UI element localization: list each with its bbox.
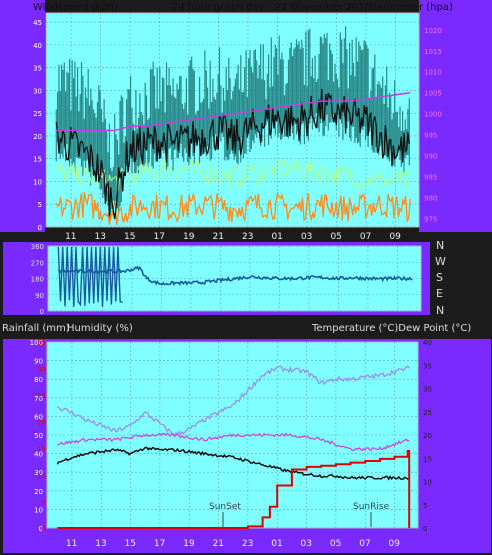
y-left-tick-label: 30 [33,87,42,95]
y-right-tick-label: 15 [423,455,432,463]
x-tick-label: 07 [359,539,370,549]
x-tick-label: 13 [95,232,106,242]
y-left-tick-label: 270 [31,259,44,267]
x-tick-label: 01 [271,232,282,242]
x-tick-label: 15 [124,232,135,242]
compass-labels: N W S E N [435,239,446,317]
x-tick-label: 09 [389,232,401,242]
y-right-tick-label: 1005 [424,90,442,98]
rainfall-tick-label: 20 [37,419,46,427]
y-left-tick-label: 35 [33,65,42,73]
graph-title: 24 hour graph day : 22 November 2018 [172,2,371,13]
x-tick-label: 07 [360,232,371,242]
y-left-tick-label: 80 [34,376,43,384]
y-left-tick-label: 180 [31,276,44,284]
y-right-tick-label: 35 [423,362,432,370]
sunrise-label: SunRise [353,502,390,512]
y-left-tick-label: 40 [33,42,42,50]
y-right-tick-label: 0 [423,525,427,533]
sunset-label: SunSet [209,502,241,512]
rainfall-tick-label: 0 [42,525,46,533]
y-left-tick-label: 20 [33,133,42,141]
y-left-tick-label: 90 [34,358,43,366]
y-left-tick-label: 10 [33,178,42,186]
rainfall-tick-label: 25 [37,392,46,400]
x-tick-label: 05 [330,539,341,549]
y-right-tick-label: 1020 [424,27,442,35]
y-left-tick-label: 0 [40,308,44,316]
y-right-tick-label: 1010 [424,69,442,77]
barometer-axis-title: Barometer (hpa) [370,2,453,13]
compass-n-bottom: N [436,304,444,317]
y-right-tick-label: 975 [424,216,437,224]
y-left-tick-label: 15 [33,156,42,164]
x-tick-label: 09 [389,539,401,549]
y-right-tick-label: 995 [424,132,437,140]
y-right-tick-label: 25 [423,409,432,417]
y-right-tick-label: 990 [424,153,437,161]
x-tick-label: 23 [242,539,253,549]
x-tick-label: 19 [183,232,195,242]
x-tick-label: 17 [154,232,165,242]
humidity-axis-title: Humidity (%) [67,323,133,334]
y-right-tick-label: 1015 [424,48,442,56]
windspeed-axis-title: Windspeed (kph) [33,2,118,13]
x-tick-label: 05 [330,232,341,242]
y-left-tick-label: 90 [35,292,44,300]
y-left-tick-label: 10 [34,506,43,514]
y-left-tick-label: 20 [34,488,43,496]
y-right-tick-label: 40 [423,339,432,347]
rainfall-tick-label: 5 [42,498,46,506]
y-right-tick-label: 5 [423,502,427,510]
rainfall-tick-label: 10 [37,472,46,480]
x-tick-label: 13 [95,539,106,549]
x-tick-label: 21 [212,232,223,242]
x-tick-label: 15 [125,539,136,549]
compass-n-top: N [436,239,444,252]
y-left-tick-label: 25 [33,110,42,118]
y-right-tick-label: 20 [423,432,432,440]
y-right-tick-label: 30 [423,386,432,394]
x-tick-label: 11 [65,232,76,242]
x-tick-label: 03 [301,232,312,242]
y-right-tick-label: 980 [424,195,437,203]
y-left-tick-label: 45 [33,19,42,27]
y-right-tick-label: 10 [423,479,432,487]
y-left-tick-label: 50 [34,432,43,440]
x-tick-label: 11 [66,539,77,549]
x-tick-label: 01 [271,539,282,549]
x-tick-label: 21 [213,539,224,549]
compass-w: W [435,255,446,268]
x-tick-label: 19 [183,539,195,549]
compass-e: E [436,287,443,300]
x-tick-label: 03 [301,539,312,549]
y-left-tick-label: 0 [38,224,42,232]
rainfall-tick-label: 35 [37,339,46,347]
rainfall-tick-label: 15 [37,445,46,453]
rainfall-axis-title: Rainfall (mm) [2,323,70,334]
compass-s: S [436,271,443,284]
y-left-tick-label: 5 [38,201,42,209]
temperature-dewpoint-axis-title: Temperature (°C)Dew Point (°C) [311,323,471,334]
x-tick-label: 17 [154,539,165,549]
direction-tick-labels: 0 90 180 270 360 [31,243,44,316]
rainfall-tick-label: 30 [37,366,46,374]
y-right-tick-label: 985 [424,174,437,182]
y-right-tick-label: 1000 [424,111,442,119]
x-tick-label: 23 [242,232,253,242]
y-left-tick-label: 360 [31,243,44,251]
